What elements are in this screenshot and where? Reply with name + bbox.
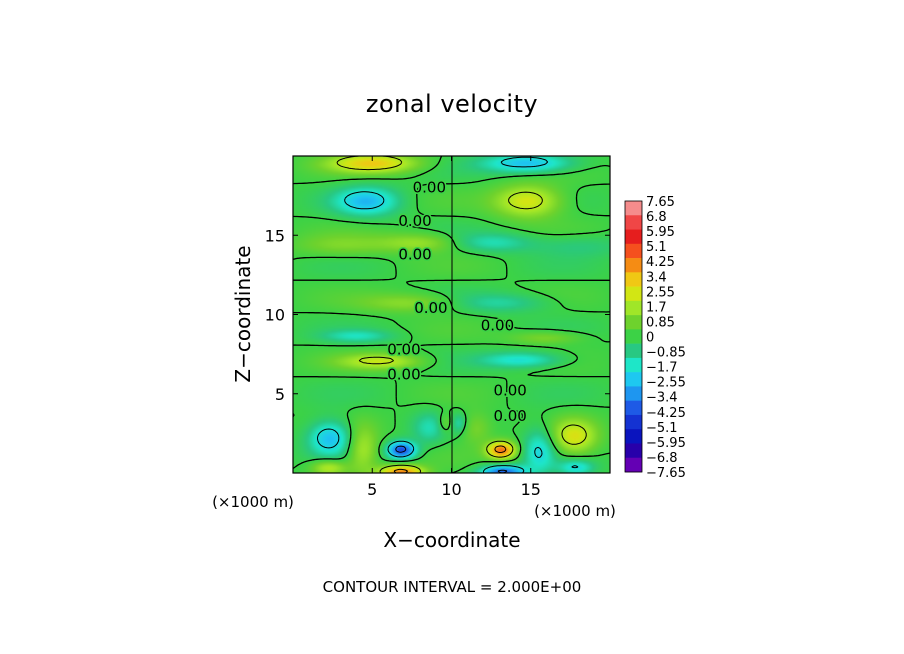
colorbar-label: −2.55 bbox=[646, 376, 686, 391]
colorbar-swatch bbox=[625, 457, 642, 473]
contour-label: 0.00 bbox=[398, 212, 431, 230]
plot-area: 0.00 0.00 0.00 0.00 0.00 0.00 0.00 0.00 0.00 5 10… bbox=[265, 155, 611, 499]
colorbar-swatch bbox=[625, 357, 642, 373]
colorbar-swatch bbox=[625, 315, 642, 330]
colorbar: 7.656.85.955.14.253.42.551.70.850−0.85−1… bbox=[624, 195, 686, 481]
colorbar-swatch bbox=[625, 414, 642, 430]
colorbar-swatch bbox=[625, 229, 642, 245]
y-tick-label: 15 bbox=[265, 226, 285, 245]
colorbar-label: −7.65 bbox=[646, 466, 686, 481]
y-unit-label: (×1000 m) bbox=[534, 502, 616, 520]
colorbar-label: 4.25 bbox=[646, 255, 675, 270]
x-axis-label: X−coordinate bbox=[383, 528, 520, 552]
colorbar-swatch bbox=[625, 443, 642, 459]
contour-label: 0.00 bbox=[413, 179, 446, 197]
colorbar-swatch bbox=[625, 343, 642, 359]
colorbar-label: −5.95 bbox=[646, 436, 686, 451]
colorbar-swatch bbox=[625, 300, 642, 316]
colorbar-label: 0 bbox=[646, 331, 654, 346]
contour-interval: CONTOUR INTERVAL = 2.000E+00 bbox=[323, 578, 582, 596]
y-tick-label: 5 bbox=[275, 385, 285, 404]
y-axis-label: Z−coordinate bbox=[231, 245, 255, 382]
colorbar-label: −5.1 bbox=[646, 421, 678, 436]
colorbar-swatch bbox=[625, 258, 642, 273]
colorbar-label: 5.1 bbox=[646, 240, 667, 255]
contour-label: 0.00 bbox=[414, 299, 447, 317]
contour-label: 0.00 bbox=[398, 245, 431, 263]
contour-label: 0.00 bbox=[481, 317, 514, 335]
colorbar-swatch bbox=[625, 386, 642, 401]
colorbar-frame bbox=[624, 200, 643, 473]
y-ticks: 5 10 15 bbox=[265, 226, 610, 404]
contour-level-neg2 bbox=[317, 156, 579, 473]
colorbar-swatch bbox=[625, 286, 642, 302]
x-tick-label: 5 bbox=[367, 480, 377, 499]
colorbar-label: −0.85 bbox=[646, 346, 686, 361]
x-tick-label: 10 bbox=[441, 480, 461, 499]
colorbar-label: 2.55 bbox=[646, 285, 675, 300]
chart-title: zonal velocity bbox=[366, 90, 538, 118]
colorbar-swatch bbox=[625, 272, 642, 287]
contour-label: 0.00 bbox=[387, 340, 420, 358]
contour-label: 0.00 bbox=[493, 382, 526, 400]
contour-level-pos0 bbox=[293, 156, 610, 473]
colorbar-label: −3.4 bbox=[646, 391, 678, 406]
colorbar-label: 6.8 bbox=[646, 210, 667, 225]
colorbar-label: 5.95 bbox=[646, 225, 675, 240]
colorbar-label: −1.7 bbox=[646, 361, 678, 376]
x-ticks: 5 10 15 bbox=[367, 156, 541, 499]
contour-label: 0.00 bbox=[493, 407, 526, 425]
colorbar-label: 1.7 bbox=[646, 300, 667, 315]
contour-level-pos2 bbox=[336, 156, 587, 473]
contour-lines bbox=[293, 156, 610, 473]
x-unit-label: (×1000 m) bbox=[212, 493, 294, 511]
colorbar-swatch bbox=[625, 329, 642, 344]
colorbar-swatch bbox=[625, 372, 642, 387]
contour-level-pos4 bbox=[393, 445, 507, 473]
colorbar-label: −6.8 bbox=[646, 451, 678, 466]
colorbar-swatch bbox=[625, 429, 642, 444]
colorbar-swatch bbox=[625, 215, 642, 230]
colorbar-swatch bbox=[625, 243, 642, 259]
contour-label: 0.00 bbox=[387, 366, 420, 384]
colorbar-label: 0.85 bbox=[646, 315, 675, 330]
colorbar-swatch bbox=[625, 400, 642, 416]
colorbar-swatch bbox=[625, 201, 642, 216]
contour-labels: 0.00 0.00 0.00 0.00 0.00 0.00 0.00 0.00 0.00 bbox=[386, 177, 529, 426]
colorbar-label: −4.25 bbox=[646, 406, 686, 421]
colorbar-label: 3.4 bbox=[646, 270, 667, 285]
colorbar-label: 7.65 bbox=[646, 195, 675, 210]
x-tick-label: 15 bbox=[521, 480, 541, 499]
y-tick-label: 10 bbox=[265, 306, 285, 325]
